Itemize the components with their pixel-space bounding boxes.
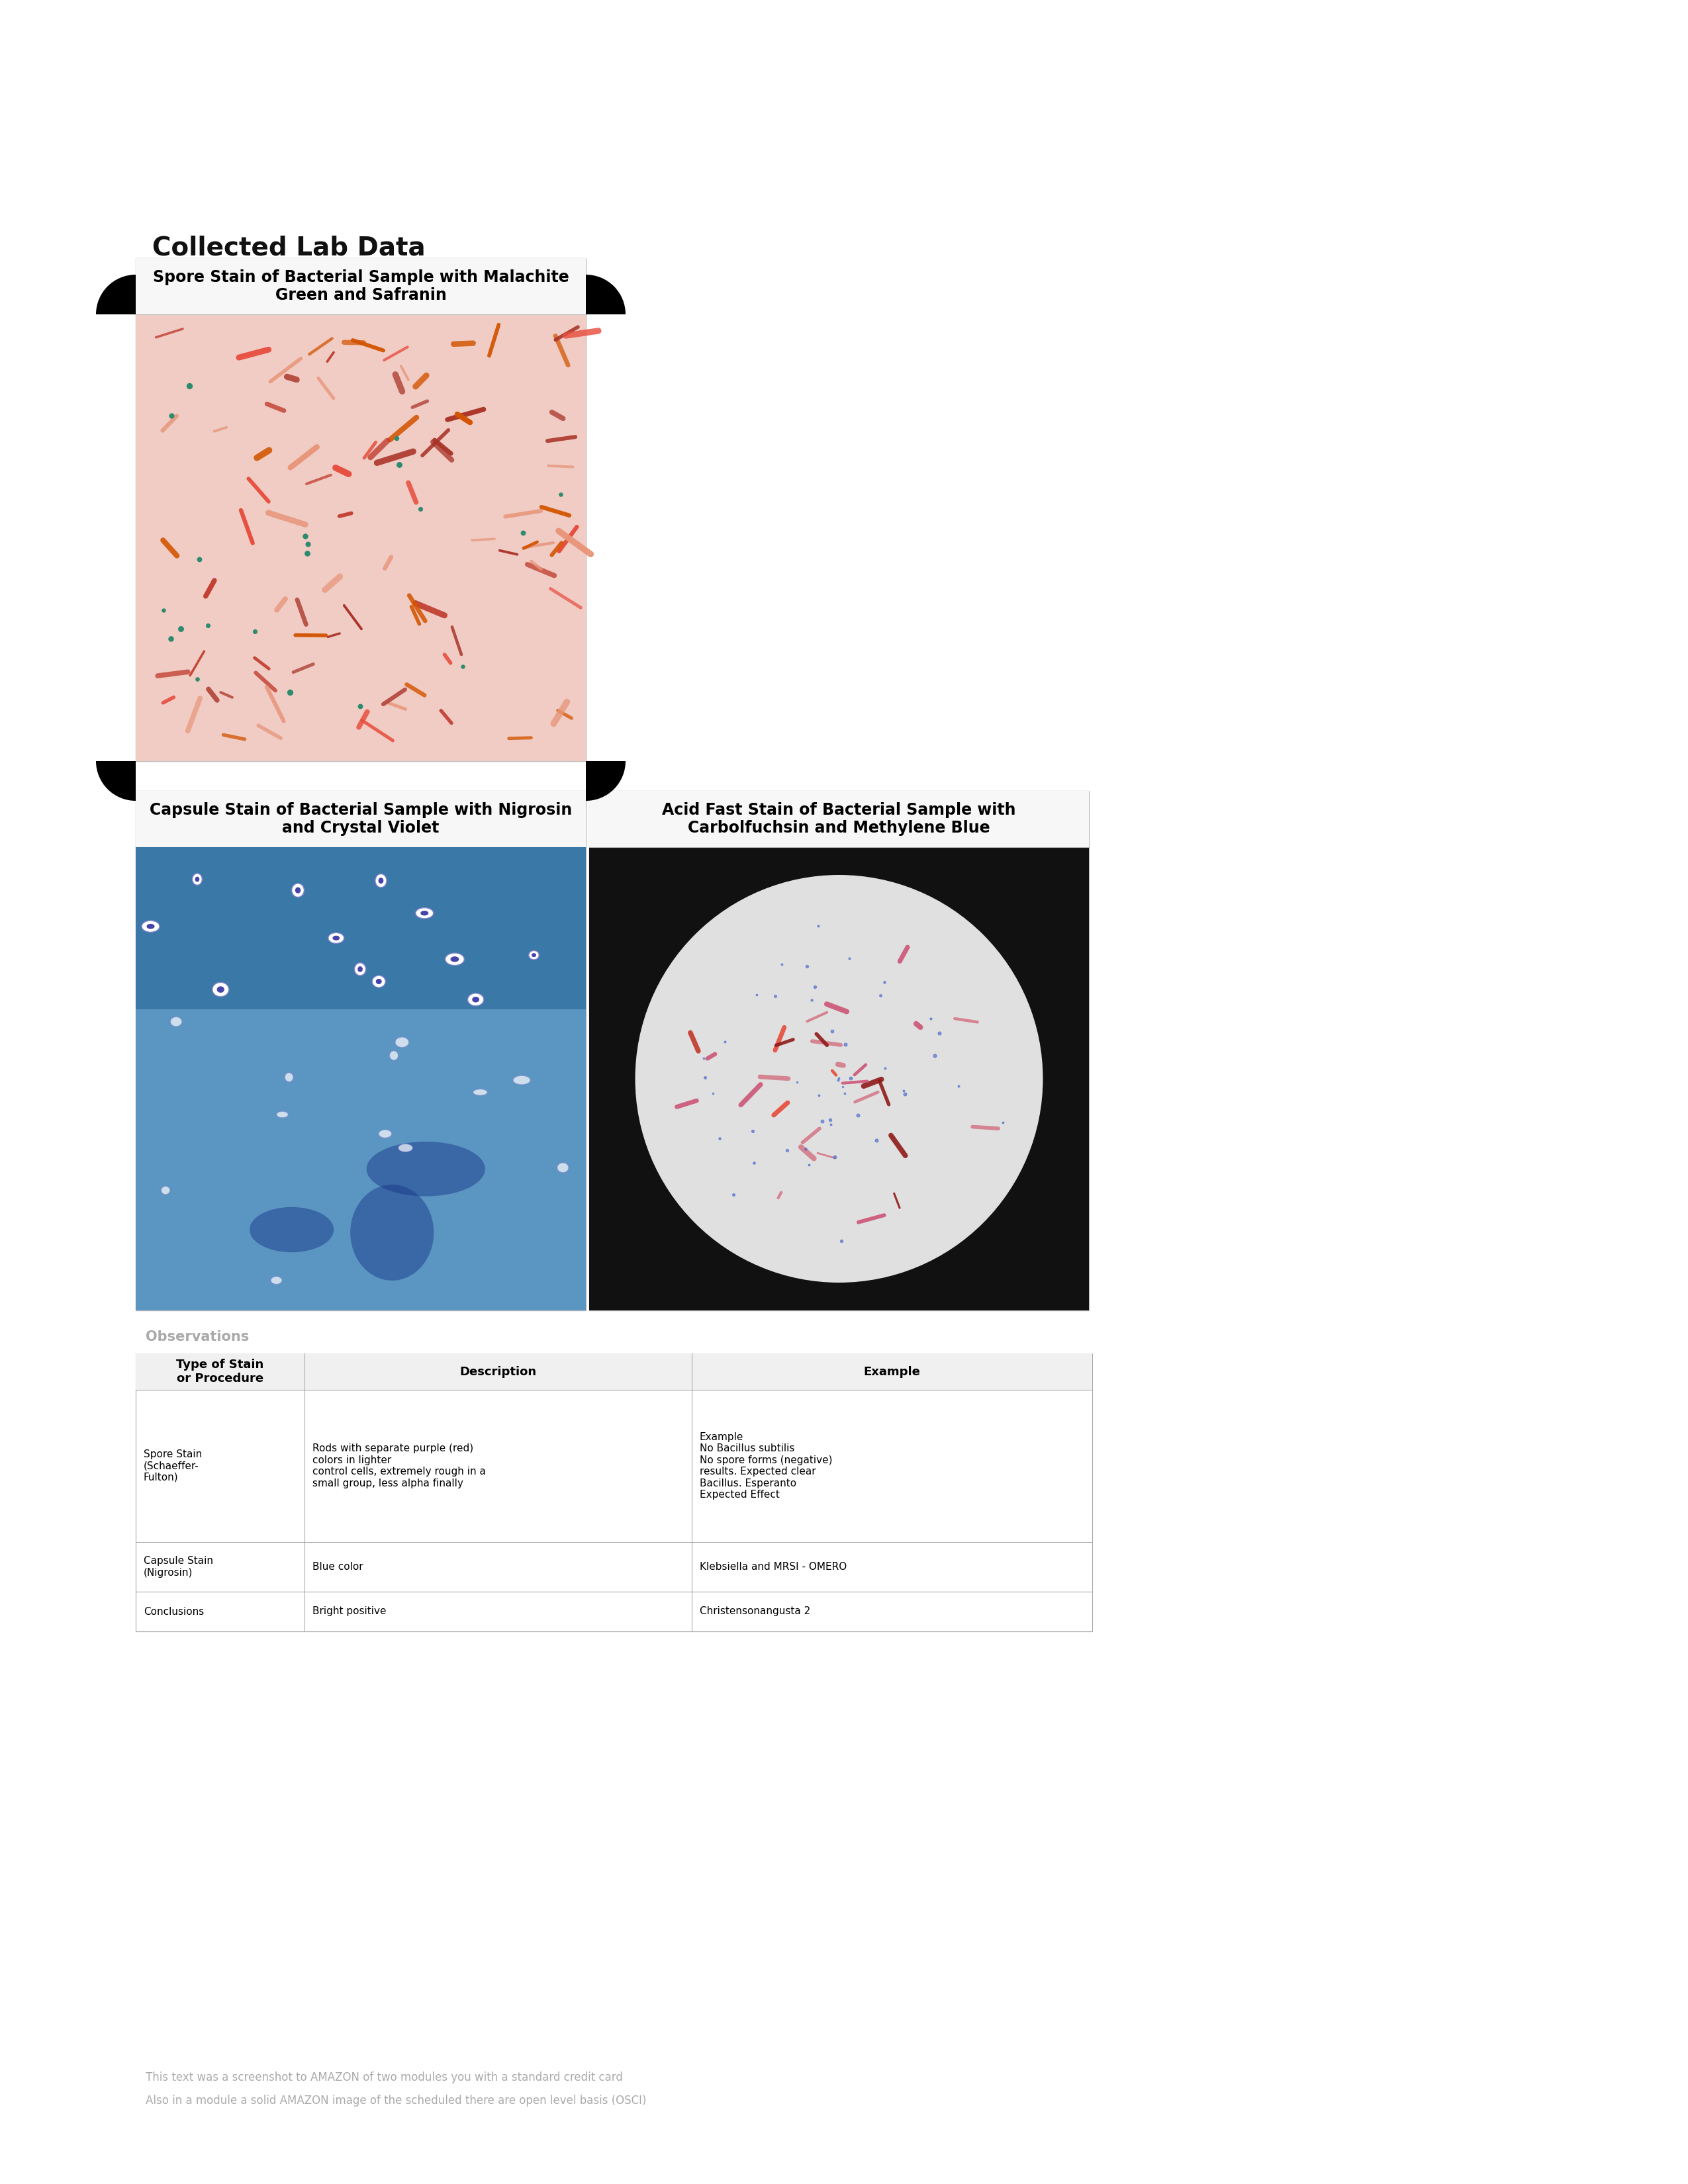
Bar — [135, 314, 586, 760]
Bar — [589, 791, 1089, 1310]
Bar — [135, 791, 586, 847]
Text: Spore Stain
(Schaeffer-
Fulton): Spore Stain (Schaeffer- Fulton) — [143, 1450, 203, 1483]
Ellipse shape — [295, 887, 300, 893]
Bar — [135, 847, 586, 1009]
Ellipse shape — [192, 874, 203, 885]
Text: Spore Stain of Bacterial Sample with Malachite
Green and Safranin: Spore Stain of Bacterial Sample with Mal… — [152, 269, 569, 304]
Ellipse shape — [451, 957, 459, 961]
Ellipse shape — [358, 965, 363, 972]
Text: Capsule Stain
(Nigrosin): Capsule Stain (Nigrosin) — [143, 1557, 213, 1577]
Text: Blue color: Blue color — [312, 1562, 363, 1572]
Ellipse shape — [532, 952, 537, 957]
Bar — [135, 258, 586, 760]
Bar — [135, 1354, 1092, 1389]
Text: Description: Description — [459, 1365, 537, 1378]
Ellipse shape — [160, 1186, 170, 1195]
Ellipse shape — [285, 1072, 294, 1081]
Text: Conclusions: Conclusions — [143, 1607, 204, 1616]
Ellipse shape — [270, 1275, 282, 1284]
Wedge shape — [96, 275, 135, 314]
Ellipse shape — [528, 950, 538, 959]
Text: Also in a module a solid AMAZON image of the scheduled there are open level basi: Also in a module a solid AMAZON image of… — [145, 2094, 647, 2108]
Text: Example
No Bacillus subtilis
No spore forms (negative)
results. Expected clear
B: Example No Bacillus subtilis No spore fo… — [701, 1433, 832, 1500]
Text: Example: Example — [864, 1365, 920, 1378]
Ellipse shape — [351, 1184, 434, 1280]
Ellipse shape — [277, 1112, 289, 1118]
Bar — [135, 1354, 1092, 1631]
Ellipse shape — [446, 952, 464, 965]
Text: Rods with separate purple (red)
colors in lighter
control cells, extremely rough: Rods with separate purple (red) colors i… — [312, 1444, 486, 1487]
Text: This text was a screenshot to AMAZON of two modules you with a standard credit c: This text was a screenshot to AMAZON of … — [145, 2070, 623, 2084]
Ellipse shape — [557, 1162, 569, 1173]
Ellipse shape — [395, 1037, 408, 1048]
Text: Observations: Observations — [145, 1330, 250, 1343]
Ellipse shape — [147, 924, 155, 928]
Circle shape — [635, 876, 1043, 1282]
Ellipse shape — [213, 983, 230, 996]
Text: Bright positive: Bright positive — [312, 1607, 387, 1616]
Text: Christensonangusta 2: Christensonangusta 2 — [701, 1607, 810, 1616]
Ellipse shape — [170, 1018, 182, 1026]
Wedge shape — [586, 760, 626, 802]
Ellipse shape — [415, 909, 434, 919]
Ellipse shape — [468, 994, 484, 1007]
Ellipse shape — [142, 922, 160, 933]
Ellipse shape — [196, 876, 199, 882]
Ellipse shape — [250, 1208, 334, 1251]
Ellipse shape — [216, 987, 225, 994]
Ellipse shape — [376, 978, 381, 985]
Ellipse shape — [354, 963, 366, 976]
Ellipse shape — [390, 1051, 398, 1059]
Ellipse shape — [375, 874, 387, 887]
Ellipse shape — [398, 1144, 412, 1151]
Text: Acid Fast Stain of Bacterial Sample with
Carbolfuchsin and Methylene Blue: Acid Fast Stain of Bacterial Sample with… — [662, 802, 1016, 836]
Ellipse shape — [366, 1142, 484, 1197]
Bar — [589, 847, 1089, 1310]
Text: Type of Stain
or Procedure: Type of Stain or Procedure — [176, 1358, 263, 1385]
Ellipse shape — [333, 935, 339, 941]
Ellipse shape — [292, 885, 304, 898]
Bar — [135, 258, 586, 314]
Wedge shape — [96, 760, 135, 802]
Text: Klebsiella and MRSI - OMERO: Klebsiella and MRSI - OMERO — [701, 1562, 847, 1572]
Ellipse shape — [371, 976, 385, 987]
Bar — [589, 791, 1089, 847]
Ellipse shape — [473, 996, 479, 1002]
Wedge shape — [586, 275, 626, 314]
Ellipse shape — [378, 878, 383, 885]
Ellipse shape — [327, 933, 344, 943]
Bar — [135, 791, 586, 1310]
Ellipse shape — [513, 1077, 530, 1085]
Ellipse shape — [378, 1129, 392, 1138]
Ellipse shape — [473, 1090, 488, 1096]
Text: Collected Lab Data: Collected Lab Data — [152, 236, 425, 260]
Text: Capsule Stain of Bacterial Sample with Nigrosin
and Crystal Violet: Capsule Stain of Bacterial Sample with N… — [150, 802, 572, 836]
Ellipse shape — [420, 911, 429, 915]
Bar — [135, 847, 586, 1310]
